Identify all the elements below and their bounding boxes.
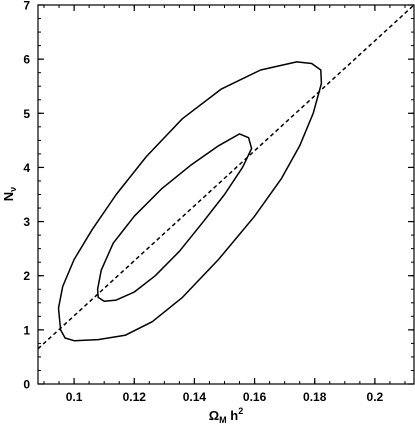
x-axis-label: ΩM h2 <box>209 406 244 425</box>
inner-contour <box>96 133 253 302</box>
x-tick-label: 0.2 <box>367 390 384 404</box>
series-layer <box>37 4 415 350</box>
outer-contour <box>57 61 323 342</box>
y-axis-label: Nν <box>1 187 18 201</box>
x-tick-label: 0.1 <box>66 390 83 404</box>
y-tick-label: 7 <box>23 0 30 13</box>
x-tick-label: 0.18 <box>303 390 327 404</box>
x-tick-labels: 0.1 0.12 0.14 0.16 0.18 0.2 <box>66 390 384 404</box>
y-tick-label: 4 <box>23 161 30 175</box>
x-tick-label: 0.14 <box>183 390 207 404</box>
x-tick-label: 0.12 <box>123 390 147 404</box>
dashed-line <box>37 4 415 350</box>
y-tick-label: 5 <box>23 107 30 121</box>
y-tick-label: 3 <box>23 215 30 229</box>
y-tick-label: 0 <box>23 378 30 392</box>
y-tick-label: 2 <box>23 269 30 283</box>
plot-area <box>37 4 415 385</box>
y-tick-label: 1 <box>23 323 30 337</box>
plot-frame <box>37 4 415 385</box>
major-ticks <box>38 4 414 385</box>
y-tick-labels: 0 1 2 3 4 5 6 7 <box>23 0 30 392</box>
y-tick-label: 6 <box>23 53 30 67</box>
x-tick-label: 0.16 <box>243 390 267 404</box>
